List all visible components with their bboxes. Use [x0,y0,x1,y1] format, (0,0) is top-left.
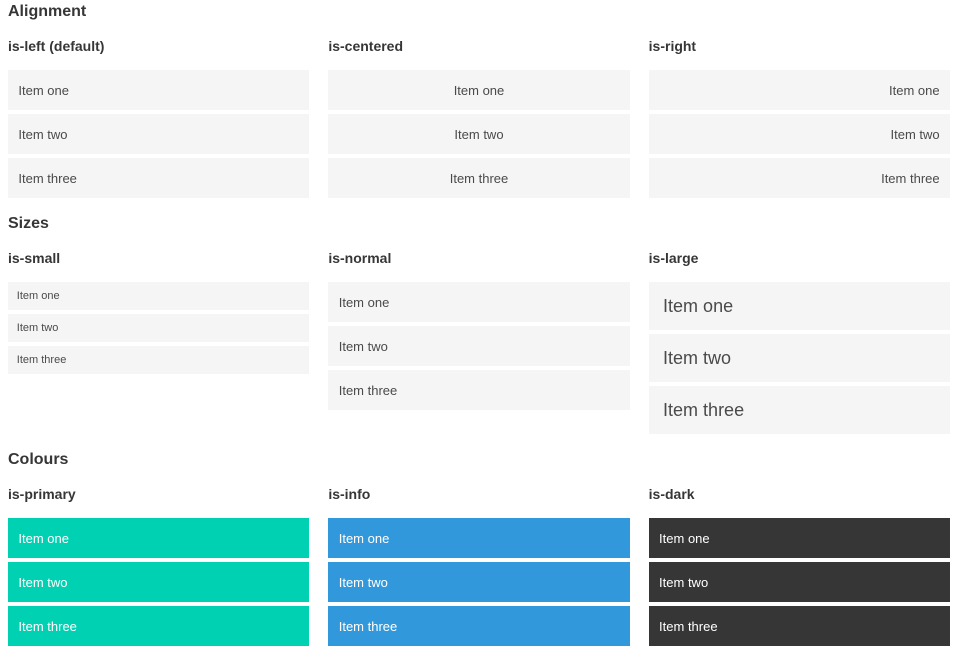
column-label: is-left (default) [8,38,105,54]
list-item: Item two [328,562,630,602]
column-label: is-small [8,250,61,266]
demo-column-is-large: is-large Item one Item two Item three [648,250,950,434]
block-list: Item one Item two Item three [8,70,310,198]
list-item: Item one [648,282,950,330]
demo-column-is-small: is-small Item one Item two Item three [8,250,310,374]
column-label: is-dark [648,486,695,502]
block-list: Item one Item two Item three [8,282,310,374]
section-colours: Colours is-primary Item one Item two Ite… [8,452,950,646]
list-item: Item two [648,562,950,602]
demo-column-is-left: is-left (default) Item one Item two Item… [8,38,310,198]
list-item: Item three [8,346,310,374]
list-item: Item three [8,606,310,646]
list-item: Item two [8,114,310,154]
list-item: Item two [8,562,310,602]
list-item: Item two [328,326,630,366]
list-item: Item three [328,370,630,410]
block-list: Item one Item two Item three [8,518,310,646]
list-item: Item three [648,606,950,646]
list-item: Item three [8,158,310,198]
list-item: Item one [8,70,310,110]
colours-row: is-primary Item one Item two Item three … [8,487,950,646]
list-item: Item two [328,114,630,154]
section-title: Sizes [8,215,49,232]
list-item: Item one [328,282,630,322]
list-item: Item two [8,314,310,342]
demo-column-is-info: is-info Item one Item two Item three [328,486,630,646]
list-item: Item one [328,70,630,110]
column-label: is-normal [328,250,392,266]
list-item: Item two [648,334,950,382]
section-sizes: Sizes is-small Item one Item two Item th… [8,216,950,434]
demo-column-is-centered: is-centered Item one Item two Item three [328,38,630,198]
list-item: Item three [648,158,950,198]
column-label: is-primary [8,486,76,502]
block-list: Item one Item two Item three [328,282,630,410]
section-title: Colours [8,451,69,468]
column-label: is-right [648,38,697,54]
list-item: Item one [8,518,310,558]
block-list: Item one Item two Item three [328,518,630,646]
list-item: Item one [648,70,950,110]
demo-column-is-right: is-right Item one Item two Item three [648,38,950,198]
demo-column-is-normal: is-normal Item one Item two Item three [328,250,630,410]
alignment-row: is-left (default) Item one Item two Item… [8,39,950,198]
list-item: Item three [328,606,630,646]
list-item: Item one [8,282,310,310]
section-alignment: Alignment is-left (default) Item one Ite… [8,4,950,198]
column-label: is-large [648,250,699,266]
block-list: Item one Item two Item three [648,518,950,646]
column-label: is-centered [328,38,404,54]
demo-column-is-primary: is-primary Item one Item two Item three [8,486,310,646]
sizes-row: is-small Item one Item two Item three is… [8,251,950,434]
list-item: Item one [648,518,950,558]
block-list: Item one Item two Item three [328,70,630,198]
list-item: Item one [328,518,630,558]
block-list: Item one Item two Item three [648,70,950,198]
list-item: Item three [648,386,950,434]
list-item: Item three [328,158,630,198]
list-item: Item two [648,114,950,154]
demo-column-is-dark: is-dark Item one Item two Item three [648,486,950,646]
block-list: Item one Item two Item three [648,282,950,434]
section-title: Alignment [8,3,87,20]
column-label: is-info [328,486,371,502]
